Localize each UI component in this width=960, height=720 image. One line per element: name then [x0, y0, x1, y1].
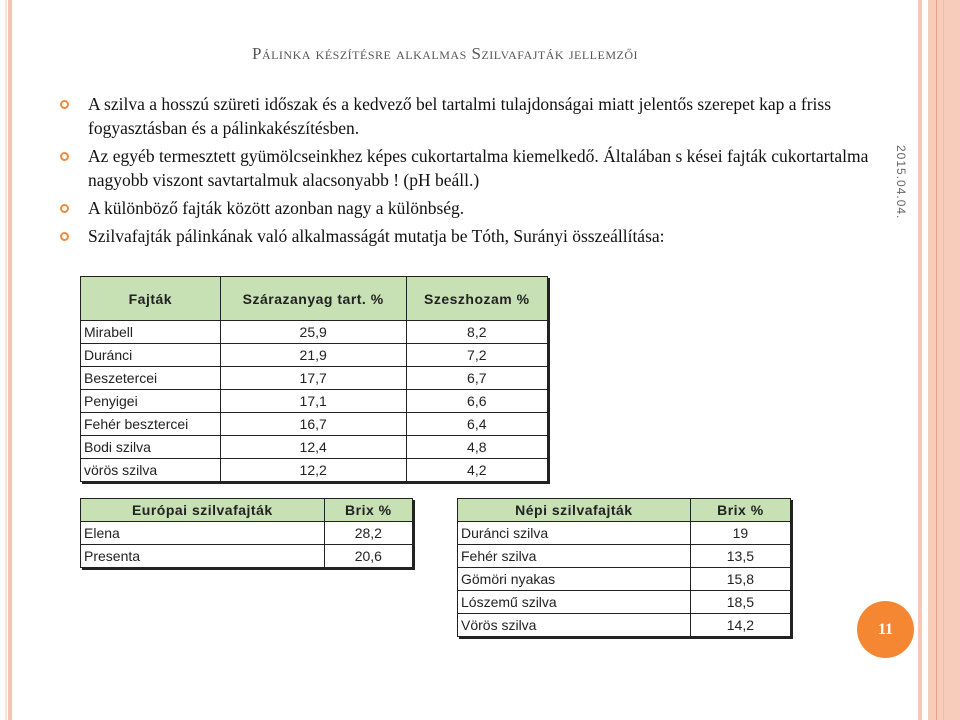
value-cell: 20,6	[323, 544, 414, 568]
slide-title: Pálinka készítésre alkalmas Szilvafajták…	[251, 44, 638, 63]
variety-name-cell: Beszetercei	[80, 366, 221, 390]
table-row: Beszetercei 17,7 6,7	[80, 366, 549, 390]
circle-bullet-icon	[60, 152, 69, 161]
variety-name-cell: Penyigei	[80, 389, 221, 413]
value-cell: 25,9	[219, 320, 407, 344]
variety-name-cell: Duránci szilva	[457, 521, 691, 545]
variety-table: Fajták Szárazanyag tart. % Szeszhozam % Mir…	[80, 276, 549, 482]
value-cell: 15,8	[689, 567, 792, 591]
right-stripe-wide	[928, 0, 960, 720]
value-cell: 12,4	[219, 435, 407, 459]
value-cell: 17,1	[219, 389, 407, 413]
table-row: Penyigei 17,1 6,6	[80, 389, 549, 413]
bullet-text: A különböző fajták között azonban nagy a…	[88, 198, 465, 218]
value-cell: 28,2	[323, 521, 414, 545]
value-cell: 14,2	[689, 613, 792, 637]
table-header-row: Európai szilvafajták Brix %	[80, 498, 414, 522]
variety-name-cell: Fehér szilva	[457, 544, 691, 568]
bullet-text: Az egyéb termesztett gyümölcseinkhez kép…	[88, 146, 869, 190]
bullet-list: A szilva a hosszú szüreti időszak és a k…	[58, 92, 878, 252]
value-cell: 12,2	[219, 458, 407, 482]
table-row: Fehér besztercei 16,7 6,4	[80, 412, 549, 436]
table-row: Bodi szilva 12,4 4,8	[80, 435, 549, 459]
variety-name-cell: Gömöri nyakas	[457, 567, 691, 591]
variety-name-cell: Lószemű szilva	[457, 590, 691, 614]
table-row: Mirabell 25,9 8,2	[80, 320, 549, 344]
value-cell: 6,4	[405, 412, 549, 436]
table-row: Presenta 20,6	[80, 544, 414, 568]
column-header: Brix %	[323, 498, 414, 522]
variety-name-cell: Duránci	[80, 343, 221, 367]
right-stripe-thin	[918, 0, 922, 720]
table-row: Duránci 21,9 7,2	[80, 343, 549, 367]
circle-bullet-icon	[60, 232, 69, 241]
value-cell: 6,7	[405, 366, 549, 390]
column-header: Brix %	[689, 498, 792, 522]
value-cell: 17,7	[219, 366, 407, 390]
table-row: Duránci szilva 19	[457, 521, 792, 545]
bullet-text: A szilva a hosszú szüreti időszak és a k…	[88, 94, 832, 138]
column-header: Szeszhozam %	[405, 276, 549, 321]
column-header: Európai szilvafajták	[80, 498, 325, 522]
folk-varieties-table: Népi szilvafajták Brix % Duránci szilva 19 F…	[457, 498, 792, 637]
value-cell: 19	[689, 521, 792, 545]
bullet-item: Szilvafajták pálinkának való alkalmasság…	[58, 224, 878, 248]
table-header-row: Fajták Szárazanyag tart. % Szeszhozam %	[80, 276, 549, 321]
european-varieties-table: Európai szilvafajták Brix % Elena 28,2 Prese…	[80, 498, 414, 568]
value-cell: 6,6	[405, 389, 549, 413]
table-row: Gömöri nyakas 15,8	[457, 567, 792, 591]
column-header: Népi szilvafajták	[457, 498, 691, 522]
bullet-item: A szilva a hosszú szüreti időszak és a k…	[58, 92, 878, 140]
page-number-badge: 11	[857, 601, 914, 658]
value-cell: 4,8	[405, 435, 549, 459]
column-header: Fajták	[80, 276, 221, 321]
value-cell: 13,5	[689, 544, 792, 568]
bullet-item: Az egyéb termesztett gyümölcseinkhez kép…	[58, 144, 878, 192]
table-row: Fehér szilva 13,5	[457, 544, 792, 568]
variety-name-cell: Fehér besztercei	[80, 412, 221, 436]
bullet-text: Szilvafajták pálinkának való alkalmasság…	[88, 226, 665, 246]
left-stripe-light	[5, 0, 7, 720]
table-row: Lószemű szilva 18,5	[457, 590, 792, 614]
table-header-row: Népi szilvafajták Brix %	[457, 498, 792, 522]
right-stripe-line	[936, 0, 937, 720]
variety-name-cell: Vörös szilva	[457, 613, 691, 637]
variety-name-cell: Mirabell	[80, 320, 221, 344]
value-cell: 21,9	[219, 343, 407, 367]
value-cell: 16,7	[219, 412, 407, 436]
variety-name-cell: vörös szilva	[80, 458, 221, 482]
variety-name-cell: Presenta	[80, 544, 325, 568]
circle-bullet-icon	[60, 204, 69, 213]
slide-date: 2015.04.04.	[894, 145, 908, 220]
circle-bullet-icon	[60, 100, 69, 109]
table-row: vörös szilva 12,2 4,2	[80, 458, 549, 482]
bullet-item: A különböző fajták között azonban nagy a…	[58, 196, 878, 220]
table-row: Elena 28,2	[80, 521, 414, 545]
value-cell: 8,2	[405, 320, 549, 344]
value-cell: 7,2	[405, 343, 549, 367]
value-cell: 18,5	[689, 590, 792, 614]
column-header: Szárazanyag tart. %	[219, 276, 407, 321]
table-row: Vörös szilva 14,2	[457, 613, 792, 637]
value-cell: 4,2	[405, 458, 549, 482]
right-stripe-line2	[943, 0, 944, 720]
left-stripe	[8, 0, 12, 720]
variety-name-cell: Bodi szilva	[80, 435, 221, 459]
variety-name-cell: Elena	[80, 521, 325, 545]
